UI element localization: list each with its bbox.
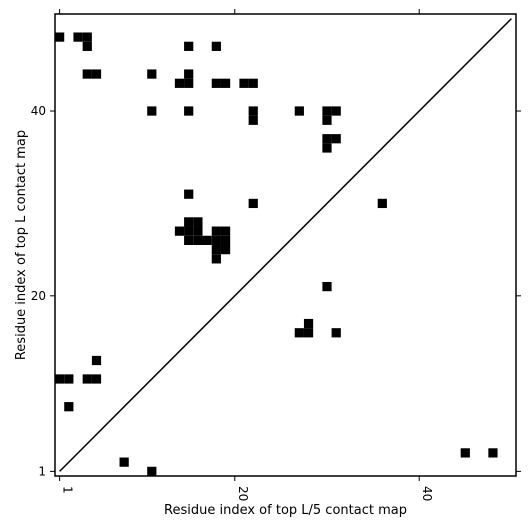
contact-cell — [220, 226, 231, 236]
contact-cell — [64, 374, 74, 384]
contact-cell — [184, 226, 194, 236]
contact-cell — [193, 235, 203, 245]
contact-cells — [55, 32, 498, 476]
contact-cell — [184, 78, 194, 88]
contact-cell — [174, 226, 185, 236]
contact-cell — [193, 217, 203, 227]
contact-cell — [248, 198, 258, 209]
contact-cell — [55, 32, 65, 42]
contact-cell — [184, 106, 194, 116]
contact-cell — [294, 328, 304, 338]
contact-cell — [239, 78, 249, 88]
contact-cell — [294, 106, 304, 116]
contact-cell — [322, 143, 332, 153]
contact-cell — [331, 328, 341, 338]
contact-cell — [248, 106, 258, 116]
contact-cell — [184, 69, 194, 79]
y-axis-label: Residue index of top L contact map — [14, 130, 29, 360]
contact-cell — [211, 235, 221, 245]
contact-cell — [322, 106, 332, 116]
contact-cell — [64, 402, 74, 412]
contact-cell — [147, 466, 157, 476]
contact-cell — [211, 254, 221, 264]
x-tick-label: 40 — [420, 486, 434, 501]
contact-cell — [184, 189, 194, 199]
contact-cell — [82, 32, 92, 42]
contact-cell — [211, 226, 221, 236]
contact-cell — [55, 374, 65, 384]
contact-cell — [220, 78, 231, 88]
contact-cell — [211, 78, 221, 88]
contact-cell — [303, 328, 314, 338]
contact-cell — [193, 226, 203, 236]
contact-cell — [184, 41, 194, 51]
plot-frame — [54, 13, 517, 477]
contact-cell — [184, 217, 194, 227]
contact-cell — [248, 115, 258, 125]
contact-cell — [211, 245, 221, 255]
contact-cell — [119, 457, 129, 467]
contact-cell — [331, 134, 341, 144]
contact-cell — [460, 448, 470, 458]
contact-cell — [82, 69, 92, 79]
contact-cell — [73, 32, 83, 42]
contact-cell — [211, 41, 221, 51]
contact-cell — [331, 106, 341, 116]
contact-cell — [202, 235, 212, 245]
contact-cell — [488, 448, 498, 458]
contact-cell — [322, 281, 332, 292]
contact-cell — [91, 69, 102, 79]
contact-cell — [91, 374, 102, 384]
y-tick-label: 20 — [31, 289, 46, 303]
contact-cell — [377, 198, 387, 209]
contact-cell — [91, 355, 102, 366]
contact-cell — [82, 374, 92, 384]
y-tick-label: 40 — [31, 104, 46, 118]
x-tick-label: 1 — [61, 486, 75, 494]
contact-cell — [220, 245, 231, 255]
axis-ticks: 1 20 40 1 20 40 — [31, 9, 521, 501]
contact-cell — [174, 78, 185, 88]
contact-cell — [248, 78, 258, 88]
contact-cell — [322, 115, 332, 125]
contact-cell — [220, 235, 231, 245]
contact-cell — [322, 134, 332, 144]
contact-cell — [82, 41, 92, 51]
contact-cell — [303, 318, 314, 329]
x-tick-label: 20 — [236, 486, 250, 501]
contact-cell — [147, 69, 157, 79]
contact-cell — [147, 106, 157, 116]
contact-cell — [184, 235, 194, 245]
x-axis-label: Residue index of top L/5 contact map — [164, 503, 407, 518]
diagonal-line — [59, 18, 512, 472]
y-tick-label: 1 — [38, 464, 46, 478]
